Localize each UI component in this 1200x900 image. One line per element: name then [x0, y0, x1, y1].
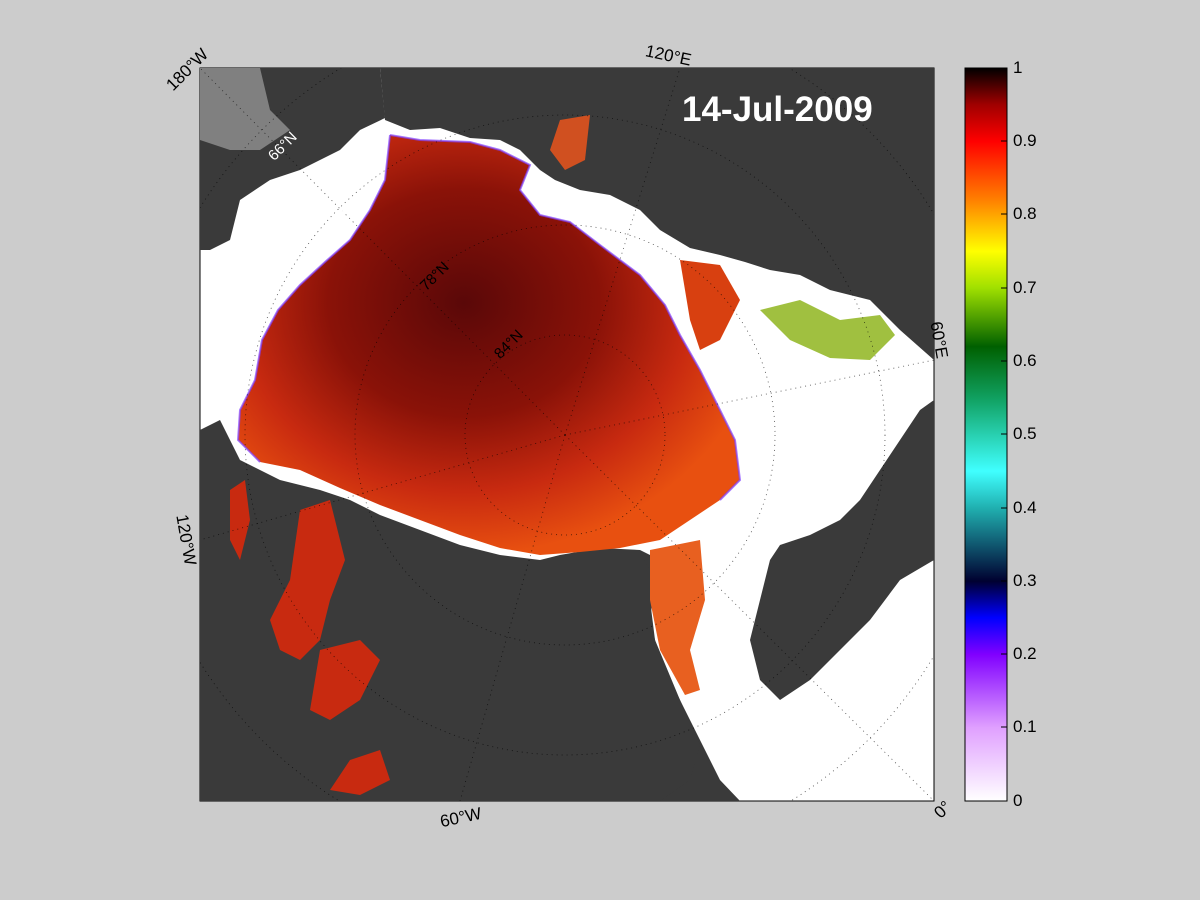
sea-ice-east-greenland — [650, 540, 705, 695]
colorbar — [964, 67, 1008, 802]
colorbar-tick-label: 0.9 — [1013, 131, 1037, 150]
map-date: 14-Jul-2009 — [682, 90, 873, 129]
sea-ice-archipelago — [230, 480, 390, 795]
colorbar-tick-label: 0.5 — [1013, 424, 1037, 443]
colorbar-tick-label: 0.8 — [1013, 204, 1037, 223]
colorbar-tick-label: 0.2 — [1013, 644, 1037, 663]
colorbar-ticks — [1001, 67, 1007, 802]
sea-ice-kara — [760, 300, 895, 360]
land-mask — [200, 68, 290, 150]
colorbar-tick-label: 0.7 — [1013, 278, 1037, 297]
colorbar-tick-label: 0.4 — [1013, 498, 1037, 517]
colorbar-tick-label: 0.3 — [1013, 571, 1037, 590]
sea-ice-edge — [236, 134, 742, 501]
colorbar-tick-label: 0.6 — [1013, 351, 1037, 370]
sea-ice-laptev — [550, 115, 590, 170]
colorbar-tick-label: 0 — [1013, 791, 1023, 810]
graticule — [200, 68, 934, 801]
colorbar-tick-label: 0.1 — [1013, 717, 1037, 736]
sea-ice-barents — [680, 260, 740, 350]
colorbar-tick-label: 1 — [1013, 58, 1023, 77]
greenland — [460, 550, 700, 801]
sea-ice-main — [238, 135, 740, 555]
